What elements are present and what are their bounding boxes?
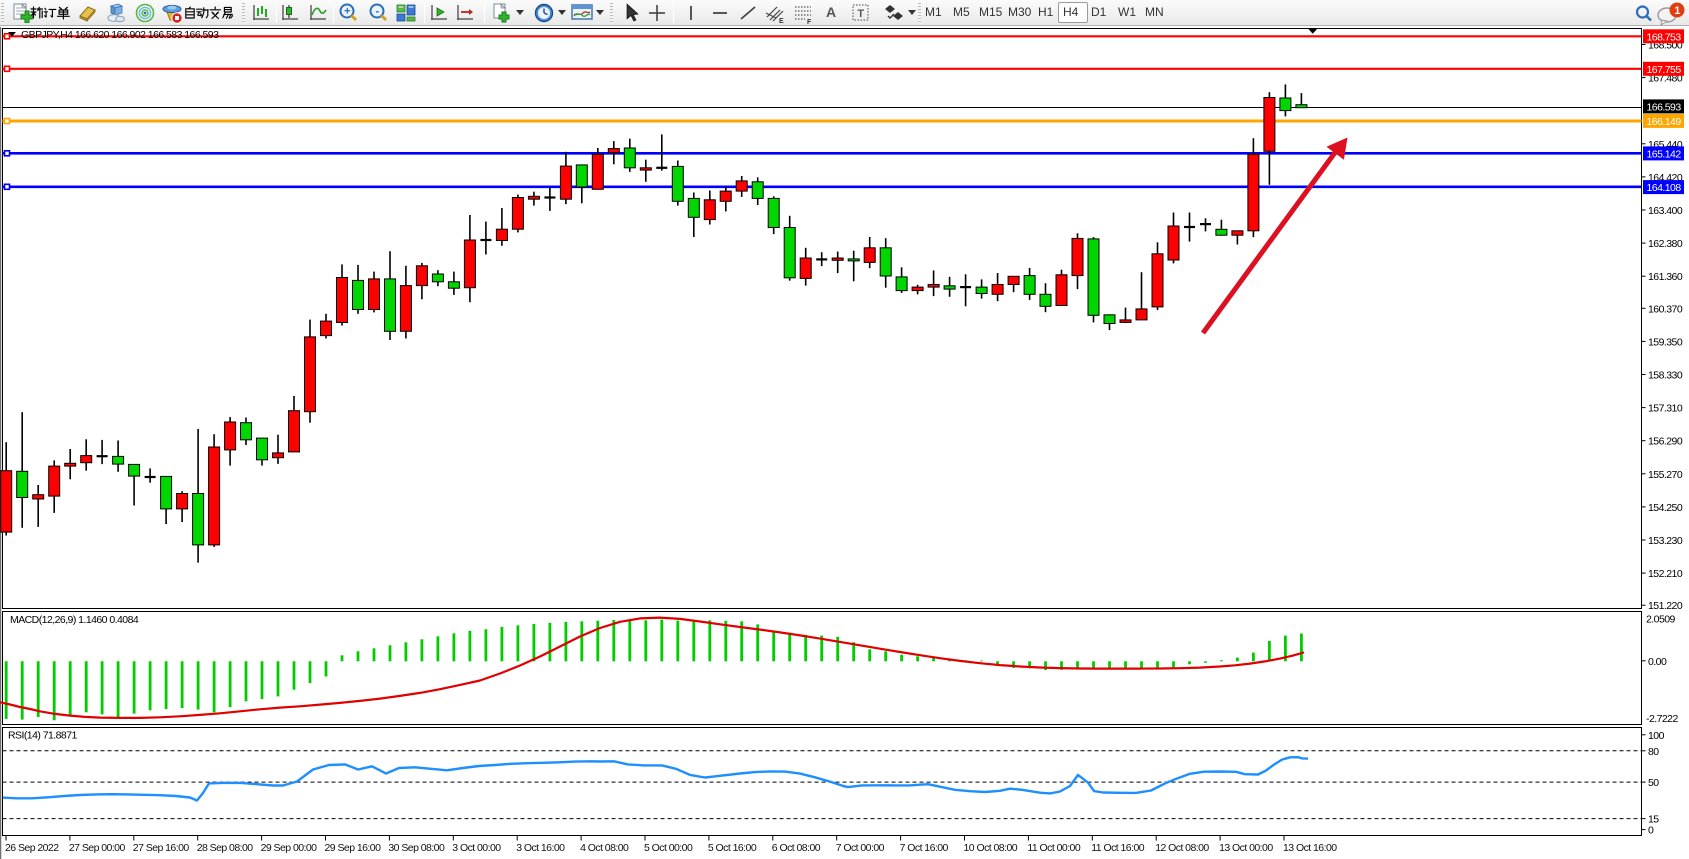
svg-text:159.350: 159.350 <box>1648 336 1683 348</box>
svg-text:T: T <box>857 8 864 20</box>
svg-text:-2.7222: -2.7222 <box>1646 713 1678 725</box>
svg-text:160.370: 160.370 <box>1648 303 1683 315</box>
svg-text:168.753: 168.753 <box>1647 31 1682 43</box>
svg-text:152.210: 152.210 <box>1648 568 1683 580</box>
svg-text:166.149: 166.149 <box>1647 116 1682 128</box>
svg-text:0: 0 <box>1648 825 1654 837</box>
svg-text:3 Oct 16:00: 3 Oct 16:00 <box>516 842 565 854</box>
svg-text:7 Oct 16:00: 7 Oct 16:00 <box>900 842 949 854</box>
svg-text:13 Oct 00:00: 13 Oct 00:00 <box>1219 842 1273 854</box>
svg-text:F: F <box>807 19 812 25</box>
svg-text:165.142: 165.142 <box>1647 148 1682 160</box>
svg-text:10 Oct 08:00: 10 Oct 08:00 <box>964 842 1018 854</box>
svg-text:5 Oct 00:00: 5 Oct 00:00 <box>644 842 693 854</box>
svg-text:155.270: 155.270 <box>1648 469 1683 481</box>
svg-text:164.108: 164.108 <box>1647 182 1682 194</box>
svg-text:151.220: 151.220 <box>1648 600 1683 612</box>
svg-text:15: 15 <box>1648 814 1659 826</box>
svg-text:-: - <box>375 6 379 18</box>
svg-text:RSI(14) 71.8871: RSI(14) 71.8871 <box>8 730 78 742</box>
svg-text:162.380: 162.380 <box>1648 238 1683 250</box>
svg-text:157.310: 157.310 <box>1648 403 1683 415</box>
svg-text:2.0509: 2.0509 <box>1646 614 1676 626</box>
svg-text:12 Oct 08:00: 12 Oct 08:00 <box>1155 842 1209 854</box>
svg-text:3 Oct 00:00: 3 Oct 00:00 <box>452 842 501 854</box>
svg-text:161.360: 161.360 <box>1648 271 1683 283</box>
svg-text:153.230: 153.230 <box>1648 535 1683 547</box>
svg-text:5 Oct 16:00: 5 Oct 16:00 <box>708 842 757 854</box>
svg-text:MACD(12,26,9) 1.1460 0.4084: MACD(12,26,9) 1.1460 0.4084 <box>10 614 139 626</box>
svg-text:27 Sep 16:00: 27 Sep 16:00 <box>133 842 190 854</box>
svg-text:+: + <box>344 6 350 18</box>
svg-text:80: 80 <box>1648 746 1659 758</box>
svg-text:7 Oct 00:00: 7 Oct 00:00 <box>836 842 885 854</box>
svg-text:167.755: 167.755 <box>1647 64 1682 76</box>
svg-text:158.330: 158.330 <box>1648 370 1683 382</box>
svg-text:166.593: 166.593 <box>1647 101 1682 113</box>
svg-text:30 Sep 08:00: 30 Sep 08:00 <box>388 842 445 854</box>
svg-text:156.290: 156.290 <box>1648 436 1683 448</box>
svg-text:E: E <box>779 18 784 25</box>
svg-text:6 Oct 08:00: 6 Oct 08:00 <box>772 842 821 854</box>
svg-text:28 Sep 08:00: 28 Sep 08:00 <box>197 842 254 854</box>
svg-text:154.250: 154.250 <box>1648 502 1683 514</box>
svg-text:0.00: 0.00 <box>1648 656 1667 668</box>
svg-text:13 Oct 16:00: 13 Oct 16:00 <box>1283 842 1337 854</box>
svg-text:11 Oct 16:00: 11 Oct 16:00 <box>1091 842 1144 854</box>
svg-text:100: 100 <box>1648 730 1665 742</box>
svg-text:29 Sep 00:00: 29 Sep 00:00 <box>261 842 318 854</box>
svg-text:29 Sep 16:00: 29 Sep 16:00 <box>325 842 382 854</box>
svg-text:26 Sep 2022: 26 Sep 2022 <box>5 842 59 854</box>
svg-text:GBPJPY,H4 166.620 166.902 166: GBPJPY,H4 166.620 166.902 166.583 166.59… <box>21 29 219 41</box>
svg-text:11 Oct 00:00: 11 Oct 00:00 <box>1027 842 1080 854</box>
svg-text:50: 50 <box>1648 777 1659 789</box>
svg-text:163.400: 163.400 <box>1648 205 1683 217</box>
svg-text:4 Oct 08:00: 4 Oct 08:00 <box>580 842 629 854</box>
svg-text:1: 1 <box>1674 5 1680 17</box>
svg-text:27 Sep 00:00: 27 Sep 00:00 <box>69 842 126 854</box>
